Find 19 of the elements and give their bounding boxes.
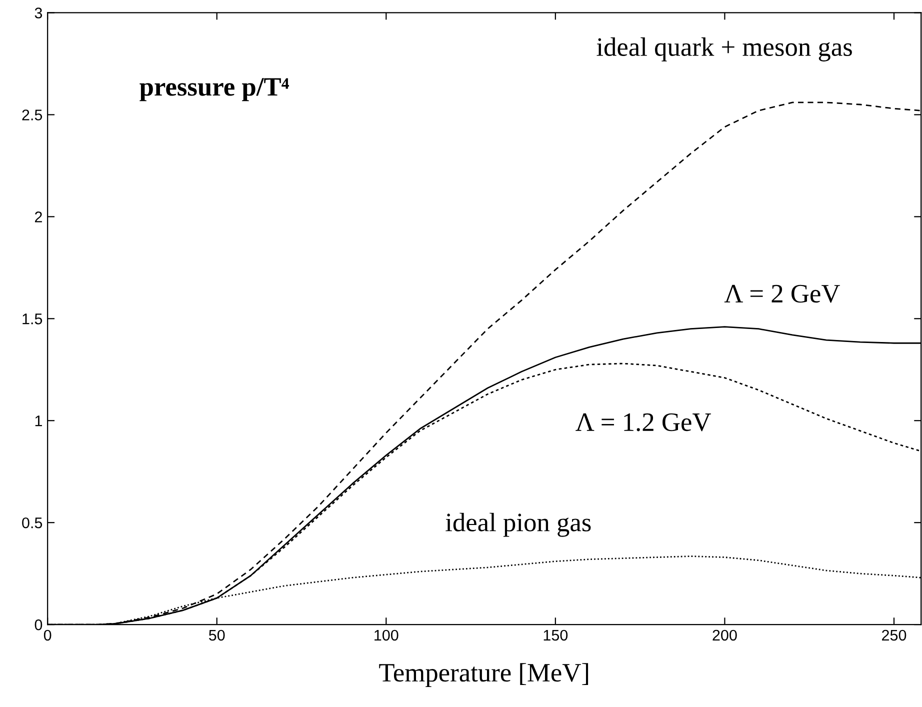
x-tick-label: 100	[374, 630, 398, 641]
y-tick-label: 3	[34, 8, 42, 18]
y-tick-label: 1	[35, 416, 42, 426]
y-tick-label: 1.5	[22, 314, 42, 324]
y-tick-label: 0	[34, 619, 42, 630]
y-tick-label: 2	[34, 212, 42, 222]
annotation: pressure p/T⁴	[140, 78, 289, 102]
annotation: ideal quark + meson gas	[596, 37, 852, 62]
y-tick-label: 2.5	[22, 110, 42, 120]
x-tick-label: 250	[882, 630, 906, 641]
x-axis-title: Temperature [MeV]	[379, 663, 588, 688]
series-label: ideal pion gas	[446, 512, 591, 537]
x-tick-label: 200	[712, 630, 737, 641]
series-label: Λ = 2 GeV	[724, 284, 840, 303]
x-tick-label: 150	[544, 630, 568, 641]
y-tick-label: 0.5	[22, 517, 42, 528]
x-tick-label: 0	[44, 630, 52, 641]
series-label: Λ = 1.2 GeV	[576, 413, 711, 432]
x-tick-label: 50	[208, 630, 225, 641]
